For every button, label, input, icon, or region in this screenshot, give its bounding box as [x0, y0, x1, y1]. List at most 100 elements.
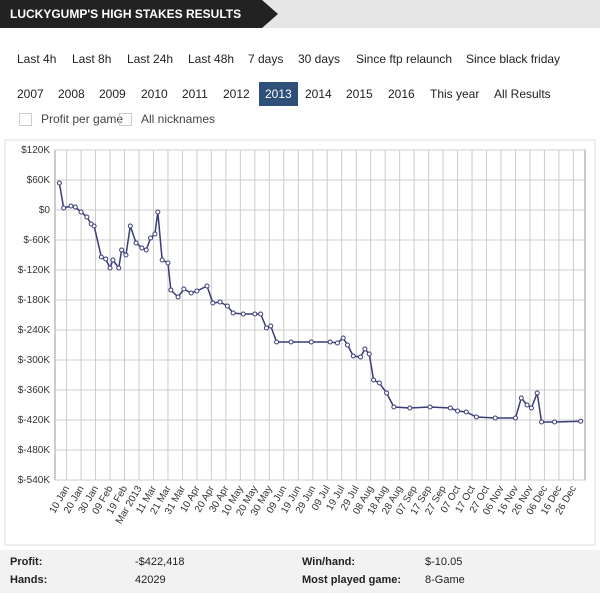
period-button[interactable]: Last 4h [17, 52, 57, 66]
point [61, 205, 67, 211]
period-button[interactable]: 30 days [298, 52, 341, 66]
point [78, 209, 84, 215]
year-button[interactable]: 2013 [259, 82, 298, 106]
period-button[interactable]: Last 24h [127, 52, 174, 66]
point [376, 380, 382, 386]
point [119, 247, 125, 253]
point [204, 283, 210, 289]
year-button[interactable]: 2010 [141, 87, 168, 101]
y-tick-label: $-240K [18, 325, 51, 336]
point [539, 419, 545, 425]
point [91, 223, 97, 229]
y-tick-label: $-420K [18, 415, 51, 426]
point [175, 294, 181, 300]
point [240, 311, 246, 317]
point [473, 414, 479, 420]
stat-label: Profit: [10, 556, 43, 568]
point [578, 418, 584, 424]
period-button[interactable]: Since black friday [466, 52, 561, 66]
year-button[interactable]: 2012 [223, 87, 250, 101]
point [308, 339, 314, 345]
checkbox-box[interactable] [119, 112, 132, 126]
checkbox-label: Profit per game [41, 112, 124, 126]
stat-value: 42029 [135, 574, 166, 586]
point [350, 353, 356, 359]
year-button[interactable]: 2014 [305, 87, 332, 101]
point [84, 214, 90, 220]
point [371, 377, 377, 383]
point [407, 405, 413, 411]
period-button[interactable]: Last 8h [72, 52, 112, 66]
point [366, 351, 372, 357]
y-tick-label: $-480K [18, 445, 51, 456]
point [188, 290, 194, 296]
year-button[interactable]: This year [430, 87, 480, 101]
y-tick-label: $60K [27, 175, 51, 186]
point [518, 395, 524, 401]
header-bar: LUCKYGUMP'S HIGH STAKES RESULTS [0, 0, 600, 28]
point [181, 286, 187, 292]
point [224, 303, 230, 309]
point [427, 404, 433, 410]
year-button[interactable]: 2008 [58, 87, 85, 101]
point [123, 252, 129, 258]
point [528, 405, 534, 411]
point [155, 209, 161, 215]
plot-area [54, 149, 586, 481]
point [230, 310, 236, 316]
checkbox-box[interactable] [19, 112, 32, 126]
point [210, 300, 216, 306]
y-tick-label: $120K [21, 145, 50, 156]
period-button[interactable]: Last 48h [188, 52, 235, 66]
year-button[interactable]: 2009 [99, 87, 126, 101]
y-tick-label: $-540K [18, 475, 51, 486]
stat-label: Most played game: [302, 574, 402, 586]
point [534, 390, 540, 396]
point [391, 404, 397, 410]
year-button[interactable]: 2016 [388, 87, 415, 101]
stat-value: 8-Game [425, 574, 465, 586]
point [98, 254, 104, 260]
point [288, 339, 294, 345]
point [56, 180, 62, 186]
y-tick-label: $0 [39, 205, 51, 216]
point [68, 203, 74, 209]
checkbox[interactable]: Profit per game [19, 112, 123, 126]
point [263, 325, 269, 331]
y-tick-label: $-360K [18, 385, 51, 396]
point [107, 265, 113, 271]
year-button[interactable]: 2015 [346, 87, 373, 101]
point [463, 409, 469, 415]
stat-label: Win/hand: [302, 556, 356, 568]
point [103, 256, 109, 262]
stat-value: $-10.05 [425, 556, 463, 568]
point [340, 335, 346, 341]
chart: $120K $60K $0 $-60K $-120K $-180K $-240K $-300K… [4, 139, 596, 546]
point [274, 339, 280, 345]
point [455, 408, 461, 414]
checkbox[interactable]: All nicknames [119, 112, 215, 126]
point [492, 415, 498, 421]
point [524, 402, 530, 408]
point [143, 247, 149, 253]
point [127, 223, 133, 229]
year-button[interactable]: 2011 [182, 87, 208, 101]
point [110, 257, 116, 263]
checkbox-label: All nicknames [141, 112, 216, 126]
point [165, 260, 171, 266]
period-button[interactable]: 7 days [248, 52, 284, 66]
year-button[interactable]: 2007 [17, 87, 44, 101]
y-tick-label: $-120K [18, 265, 51, 276]
point [362, 346, 368, 352]
year-button[interactable]: All Results [494, 87, 551, 101]
period-button[interactable]: Since ftp relaunch [356, 52, 453, 66]
point [258, 311, 264, 317]
stat-value: -$422,418 [135, 556, 185, 568]
point [334, 340, 340, 346]
point [148, 235, 154, 241]
point [252, 311, 258, 317]
point [447, 405, 453, 411]
y-tick-label: $-300K [18, 355, 51, 366]
y-tick-label: $-180K [18, 295, 51, 306]
